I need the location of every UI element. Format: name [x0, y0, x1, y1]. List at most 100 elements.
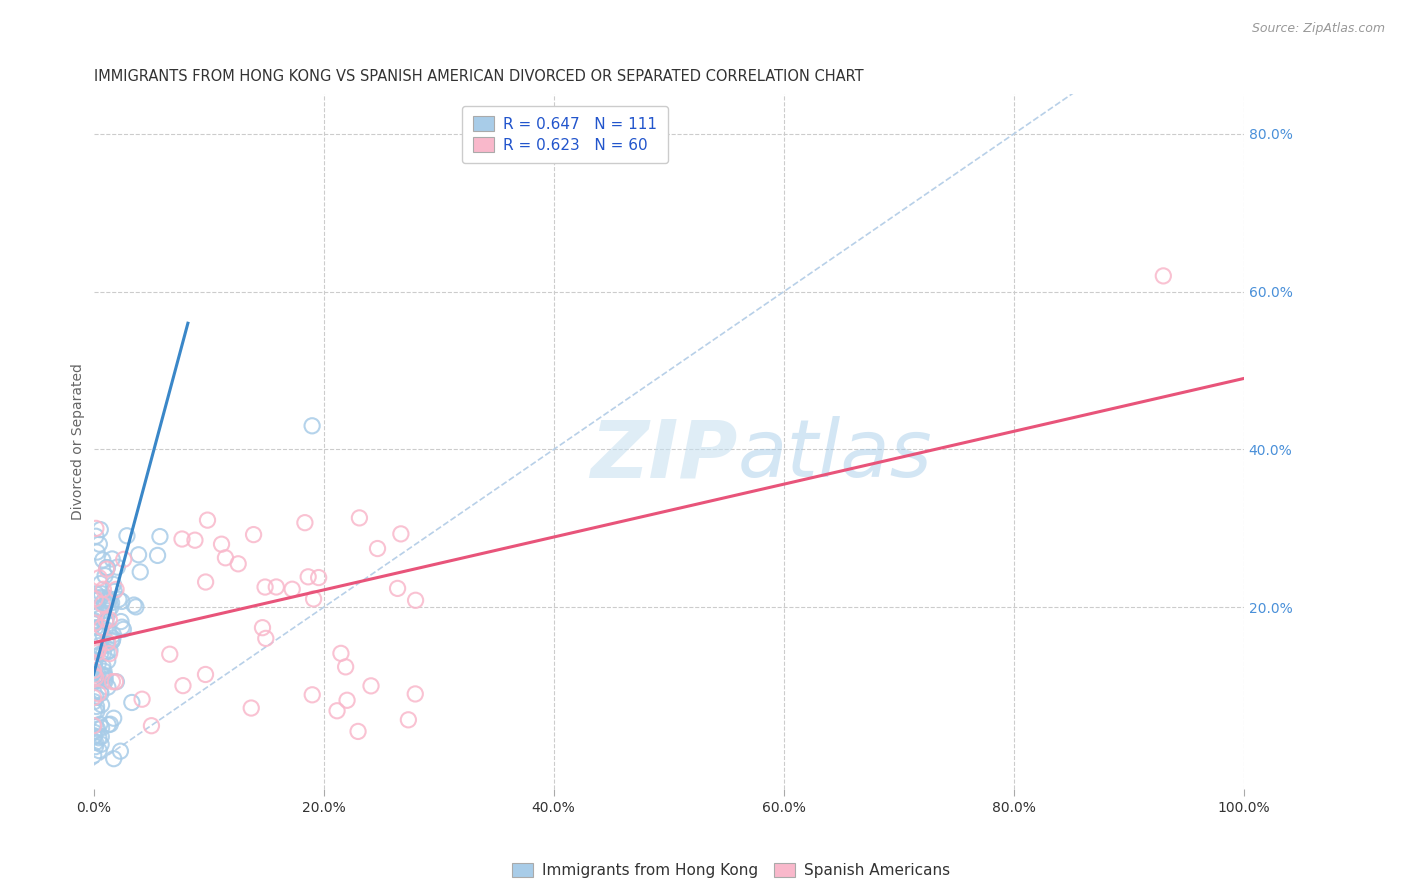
Point [83, 725, 105, 739]
Point [121, 696, 143, 710]
Point [84, 591, 107, 606]
Point [89, 743, 111, 757]
Point [98, 613, 121, 627]
Point [86, 545, 108, 559]
Point [194, 667, 217, 681]
Point [128, 548, 150, 562]
Point [360, 679, 382, 693]
Point [97, 593, 120, 607]
Point [89, 537, 111, 551]
Point [87, 639, 110, 653]
Point [94, 597, 117, 611]
Point [367, 541, 389, 556]
Point [104, 674, 127, 689]
Point [242, 527, 264, 541]
Point [83, 705, 105, 719]
Point [297, 570, 319, 584]
Y-axis label: Divorced or Separated: Divorced or Separated [72, 363, 86, 520]
Text: ZIP: ZIP [591, 417, 738, 494]
Point [84, 621, 107, 635]
Point [90, 586, 112, 600]
Point [101, 631, 124, 645]
Point [84, 671, 107, 685]
Point [86, 672, 108, 686]
Point [83, 695, 105, 709]
Point [301, 688, 323, 702]
Point [84, 674, 107, 689]
Point [111, 594, 134, 608]
Point [131, 692, 153, 706]
Point [226, 557, 249, 571]
Point [94, 673, 117, 688]
Point [90, 647, 112, 661]
Point [115, 529, 138, 543]
Point [86, 645, 108, 659]
Point [83, 642, 105, 657]
Point [87, 731, 110, 745]
Point [83, 658, 105, 673]
Point [103, 628, 125, 642]
Point [264, 580, 287, 594]
Point [93, 594, 115, 608]
Point [98, 717, 121, 731]
Point [103, 752, 125, 766]
Point [96, 562, 118, 576]
Point [101, 634, 124, 648]
Point [84, 739, 107, 754]
Point [83, 615, 105, 630]
Point [83, 665, 105, 679]
Point [90, 591, 112, 605]
Legend: Immigrants from Hong Kong, Spanish Americans: Immigrants from Hong Kong, Spanish Ameri… [506, 856, 956, 884]
Point [89, 576, 111, 591]
Point [194, 574, 217, 589]
Point [405, 593, 427, 607]
Point [84, 690, 107, 705]
Point [214, 550, 236, 565]
Point [281, 582, 304, 597]
Point [97, 591, 120, 606]
Point [87, 657, 110, 671]
Point [326, 704, 349, 718]
Point [83, 690, 105, 705]
Point [94, 669, 117, 683]
Point [125, 599, 148, 614]
Point [105, 582, 128, 597]
Point [90, 737, 112, 751]
Point [254, 632, 277, 646]
Legend: R = 0.647   N = 111, R = 0.623   N = 60: R = 0.647 N = 111, R = 0.623 N = 60 [463, 105, 668, 163]
Point [94, 614, 117, 628]
Point [101, 633, 124, 648]
Point [294, 516, 316, 530]
Point [91, 669, 114, 683]
Point [91, 629, 114, 643]
Point [86, 722, 108, 736]
Point [94, 568, 117, 582]
Point [86, 593, 108, 607]
Point [83, 729, 105, 743]
Point [389, 527, 412, 541]
Point [87, 687, 110, 701]
Point [149, 530, 172, 544]
Point [90, 721, 112, 735]
Point [103, 577, 125, 591]
Point [83, 718, 105, 732]
Point [122, 598, 145, 612]
Point [98, 643, 121, 657]
Point [98, 592, 121, 607]
Point [90, 698, 112, 712]
Point [170, 532, 193, 546]
Point [308, 570, 330, 584]
Point [252, 621, 274, 635]
Point [110, 744, 132, 758]
Point [172, 679, 194, 693]
Point [97, 680, 120, 694]
Point [84, 735, 107, 749]
Point [100, 600, 122, 615]
Point [254, 580, 277, 594]
Point [111, 620, 134, 634]
Point [83, 615, 105, 629]
Text: atlas: atlas [738, 417, 932, 494]
Point [93, 664, 115, 678]
Point [83, 607, 105, 621]
Point [86, 704, 108, 718]
